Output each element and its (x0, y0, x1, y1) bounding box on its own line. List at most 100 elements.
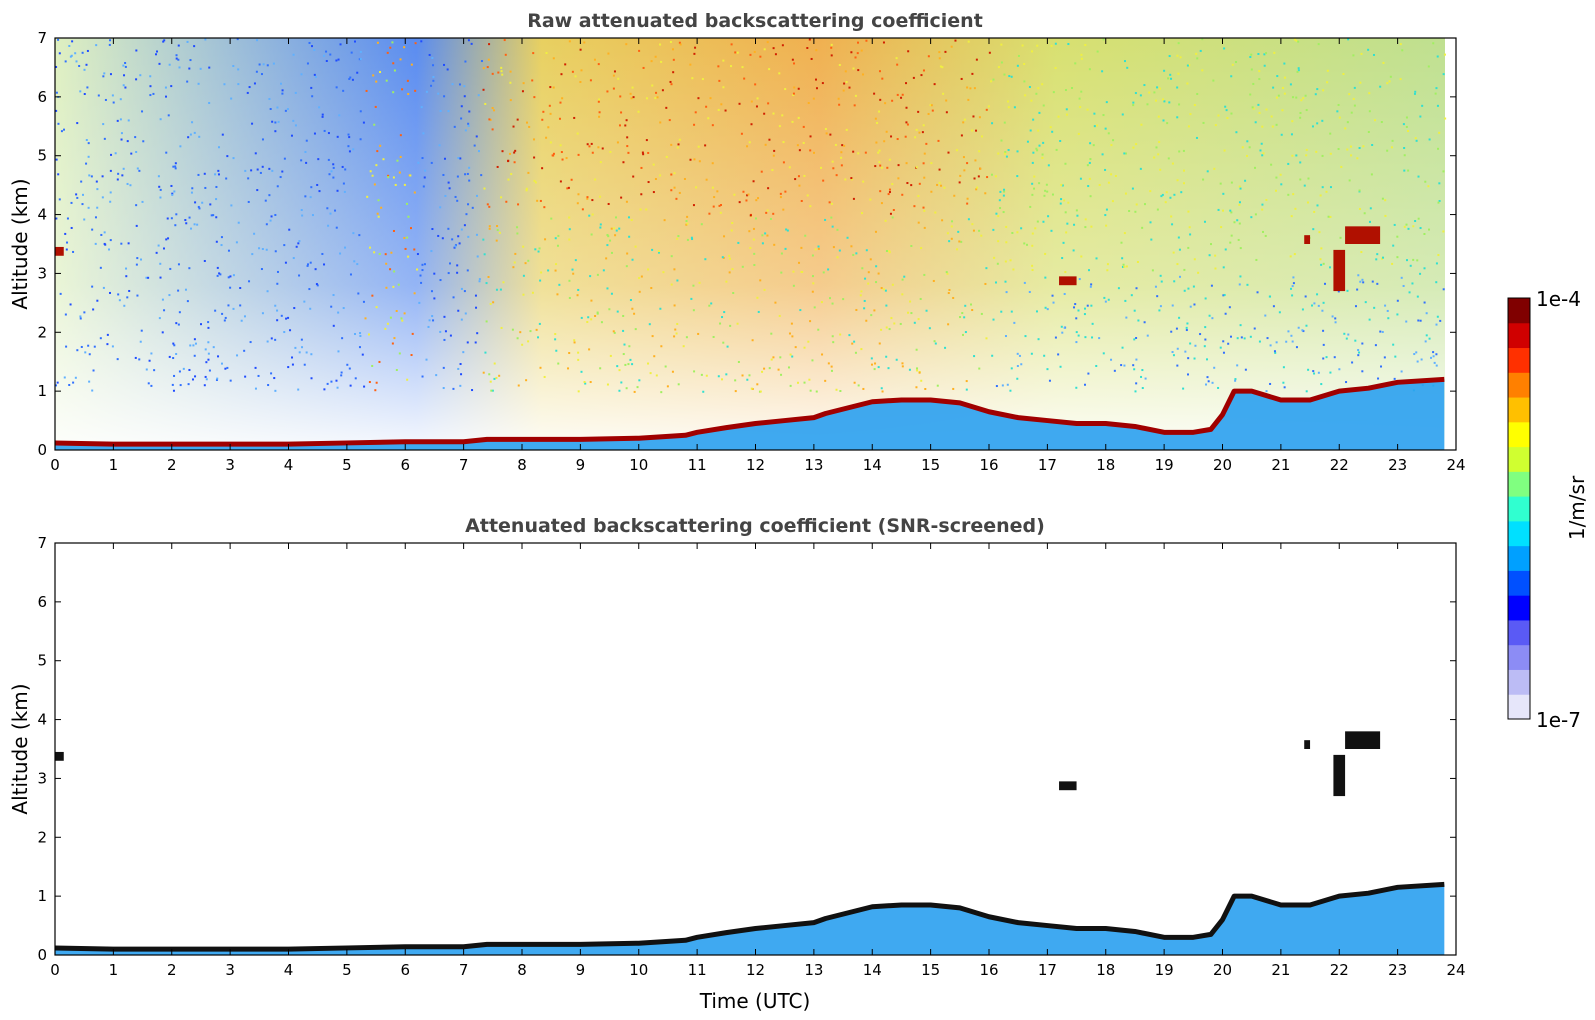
noise-speckle (1222, 340, 1225, 343)
noise-speckle (392, 285, 395, 288)
noise-speckle (205, 361, 208, 364)
noise-speckle (1050, 229, 1053, 232)
noise-speckle (178, 66, 181, 69)
noise-speckle (1161, 193, 1164, 196)
noise-speckle (1059, 202, 1062, 205)
noise-speckle (1110, 144, 1113, 147)
noise-speckle (1233, 221, 1236, 224)
noise-speckle (606, 383, 609, 386)
noise-speckle (64, 313, 67, 316)
noise-speckle (509, 99, 512, 102)
noise-speckle (773, 149, 776, 152)
noise-speckle (956, 248, 959, 251)
x-tick-label: 21 (1271, 961, 1290, 979)
noise-speckle (1435, 353, 1438, 356)
noise-speckle (1024, 94, 1027, 97)
noise-speckle (347, 145, 350, 148)
noise-speckle (204, 186, 207, 189)
noise-speckle (96, 188, 99, 191)
noise-speckle (1361, 278, 1364, 281)
noise-speckle (1179, 56, 1182, 59)
noise-speckle (495, 239, 498, 242)
noise-speckle (1236, 337, 1239, 340)
noise-speckle (398, 171, 401, 174)
noise-speckle (640, 275, 643, 278)
y-tick-label: 5 (37, 147, 47, 165)
noise-speckle (659, 43, 662, 46)
noise-speckle (1133, 338, 1136, 341)
noise-speckle (103, 72, 106, 75)
noise-speckle (1407, 227, 1410, 230)
noise-speckle (217, 169, 220, 172)
noise-speckle (899, 322, 902, 325)
noise-speckle (321, 115, 324, 118)
noise-speckle (271, 120, 274, 123)
noise-speckle (860, 348, 863, 351)
noise-speckle (1357, 274, 1360, 277)
noise-speckle (163, 39, 166, 42)
noise-speckle (669, 80, 672, 83)
noise-speckle (1414, 137, 1417, 140)
noise-speckle (1196, 57, 1199, 60)
noise-speckle (1126, 66, 1129, 69)
noise-speckle (732, 291, 735, 294)
noise-speckle (1123, 232, 1126, 235)
noise-speckle (1252, 107, 1255, 110)
noise-speckle (147, 276, 150, 279)
noise-speckle (1025, 243, 1028, 246)
noise-speckle (102, 75, 105, 78)
noise-speckle (1036, 220, 1039, 223)
noise-speckle (301, 214, 304, 217)
noise-speckle (170, 217, 173, 220)
colorbar-segment (1508, 397, 1530, 423)
noise-speckle (314, 268, 317, 271)
x-tick-label: 12 (746, 456, 765, 474)
noise-speckle (1283, 76, 1286, 79)
x-tick-label: 22 (1330, 456, 1349, 474)
noise-speckle (888, 328, 891, 331)
noise-speckle (854, 56, 857, 59)
noise-speckle (1396, 235, 1399, 238)
noise-speckle (1269, 295, 1272, 298)
noise-speckle (1323, 282, 1326, 285)
noise-speckle (1282, 366, 1285, 369)
noise-speckle (1317, 43, 1320, 46)
noise-speckle (880, 328, 883, 331)
noise-speckle (318, 106, 321, 109)
noise-speckle (306, 264, 309, 267)
noise-speckle (633, 390, 636, 393)
noise-speckle (831, 302, 834, 305)
noise-speckle (857, 384, 860, 387)
noise-speckle (197, 205, 200, 208)
noise-speckle (1003, 190, 1006, 193)
noise-speckle (645, 139, 648, 142)
noise-speckle (1170, 330, 1173, 333)
noise-speckle (1088, 68, 1091, 71)
noise-speckle (128, 289, 131, 292)
noise-speckle (1092, 144, 1095, 147)
noise-speckle (697, 332, 700, 335)
noise-speckle (280, 314, 283, 317)
noise-speckle (1133, 368, 1136, 371)
noise-speckle (1175, 327, 1178, 330)
noise-speckle (70, 226, 73, 229)
noise-speckle (829, 133, 832, 136)
noise-speckle (304, 151, 307, 154)
noise-speckle (1322, 89, 1325, 92)
noise-speckle (834, 143, 837, 146)
noise-speckle (792, 284, 795, 287)
noise-speckle (1036, 44, 1039, 47)
cloud-patch (1333, 249, 1346, 292)
noise-speckle (421, 157, 424, 160)
noise-speckle (399, 58, 402, 61)
noise-speckle (1281, 109, 1284, 112)
noise-speckle (341, 337, 344, 340)
noise-speckle (243, 315, 246, 318)
noise-speckle (634, 328, 637, 331)
noise-speckle (1192, 285, 1195, 288)
noise-speckle (1354, 305, 1357, 308)
noise-speckle (1133, 309, 1136, 312)
x-tick-label: 1 (109, 456, 119, 474)
noise-speckle (749, 53, 752, 56)
noise-speckle (853, 381, 856, 384)
